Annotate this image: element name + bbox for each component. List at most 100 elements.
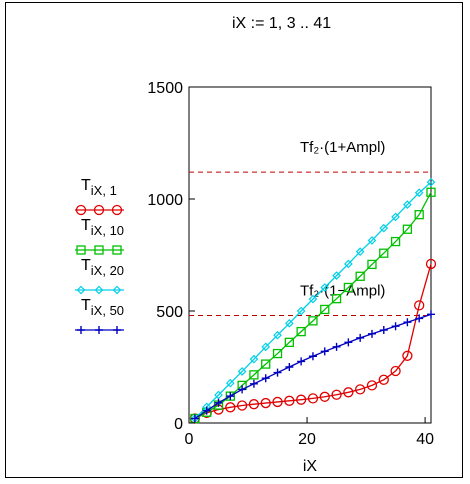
data-point bbox=[273, 330, 282, 340]
legend-marker bbox=[112, 245, 122, 255]
y-tick-label: 1500 bbox=[147, 80, 183, 97]
chart-legend: TiX, 1 TiX, 10 TiX, 20 TiX, 50 bbox=[75, 177, 124, 334]
data-point bbox=[320, 347, 329, 356]
data-point bbox=[332, 342, 341, 351]
data-point bbox=[344, 338, 353, 347]
data-point bbox=[414, 188, 424, 198]
plot-area-frame bbox=[188, 86, 432, 424]
data-point bbox=[425, 258, 437, 270]
data-point bbox=[367, 259, 377, 270]
data-point bbox=[202, 406, 211, 415]
data-point bbox=[249, 379, 258, 388]
data-point bbox=[390, 236, 401, 247]
data-point bbox=[366, 380, 378, 391]
legend-marker bbox=[75, 204, 87, 216]
y-tick-label: 1000 bbox=[147, 192, 183, 209]
data-point bbox=[226, 392, 235, 401]
x-tick-label: 40 bbox=[416, 431, 434, 448]
legend-label: TiX, 50 bbox=[81, 297, 124, 318]
data-point bbox=[379, 223, 389, 233]
data-point bbox=[238, 385, 247, 394]
data-point bbox=[356, 333, 365, 342]
data-point bbox=[367, 236, 377, 245]
data-point bbox=[319, 391, 330, 402]
data-point bbox=[272, 348, 283, 359]
legend-label: TiX, 10 bbox=[81, 217, 124, 238]
data-point bbox=[355, 384, 366, 395]
data-point bbox=[261, 374, 270, 383]
data-point bbox=[332, 271, 341, 280]
legend-marker bbox=[112, 285, 122, 295]
legend-marker bbox=[76, 245, 86, 255]
reference-line-label: Tf₂·(1−Ampl) bbox=[300, 282, 385, 299]
data-point bbox=[414, 300, 425, 311]
data-point bbox=[391, 322, 400, 331]
legend-label: TiX, 20 bbox=[81, 257, 124, 278]
data-point bbox=[379, 326, 388, 335]
y-tick-label: 500 bbox=[156, 304, 183, 321]
reference-lines: Tf₂·(1+Ampl) Tf₂·(1−Ampl) bbox=[189, 139, 431, 316]
series-4 bbox=[190, 310, 435, 423]
series-3 bbox=[190, 177, 436, 423]
reference-line-label: Tf₂·(1+Ampl) bbox=[300, 139, 385, 156]
data-point bbox=[225, 402, 236, 413]
series-2 bbox=[190, 187, 436, 424]
data-point bbox=[214, 390, 223, 400]
data-point bbox=[308, 294, 318, 304]
data-point bbox=[331, 294, 342, 304]
data-point bbox=[426, 187, 436, 197]
legend-marker bbox=[77, 326, 85, 334]
data-point bbox=[414, 210, 424, 220]
data-point bbox=[272, 396, 283, 408]
data-point bbox=[427, 310, 435, 319]
data-point bbox=[285, 363, 294, 371]
legend-marker bbox=[76, 285, 86, 295]
data-point bbox=[236, 400, 248, 411]
legend-marker bbox=[95, 326, 103, 334]
data-point bbox=[391, 212, 400, 222]
legend-marker bbox=[93, 204, 105, 216]
data-point bbox=[344, 259, 353, 269]
data-point bbox=[297, 357, 306, 366]
data-point bbox=[261, 342, 271, 352]
legend-item: TiX, 50 bbox=[75, 297, 124, 334]
data-point bbox=[190, 414, 199, 423]
legend-marker bbox=[94, 285, 104, 295]
data-point bbox=[214, 398, 223, 407]
data-point bbox=[273, 368, 282, 377]
data-point bbox=[249, 370, 259, 380]
data-point bbox=[320, 283, 330, 292]
data-point bbox=[225, 378, 235, 388]
legend-marker bbox=[94, 245, 104, 255]
data-point bbox=[367, 329, 376, 338]
data-point bbox=[260, 397, 271, 409]
data-point bbox=[308, 316, 318, 326]
series-layer bbox=[189, 177, 437, 424]
data-point bbox=[307, 393, 319, 404]
data-point bbox=[390, 365, 401, 377]
series-line bbox=[194, 191, 432, 420]
legend-marker bbox=[113, 326, 121, 334]
data-point bbox=[295, 394, 307, 405]
data-point bbox=[402, 224, 413, 234]
legend-item: TiX, 20 bbox=[75, 257, 124, 295]
data-point bbox=[284, 318, 294, 328]
data-point bbox=[343, 387, 354, 398]
data-point bbox=[237, 367, 247, 376]
data-point bbox=[378, 374, 389, 385]
data-point bbox=[343, 282, 354, 293]
data-point bbox=[355, 247, 365, 256]
x-tick-label: 0 bbox=[185, 431, 194, 448]
data-point bbox=[296, 306, 306, 316]
y-tick-label: 0 bbox=[174, 416, 183, 433]
x-axis-label: iX bbox=[303, 458, 318, 475]
x-tick-label: 20 bbox=[298, 431, 316, 448]
data-point bbox=[426, 177, 436, 187]
data-point bbox=[355, 271, 365, 281]
data-point bbox=[308, 352, 317, 361]
legend-marker bbox=[111, 204, 123, 216]
axes: 0 500 1000 1500 0 20 40 iX bbox=[147, 80, 434, 475]
data-point bbox=[379, 248, 389, 258]
data-point bbox=[296, 326, 306, 337]
